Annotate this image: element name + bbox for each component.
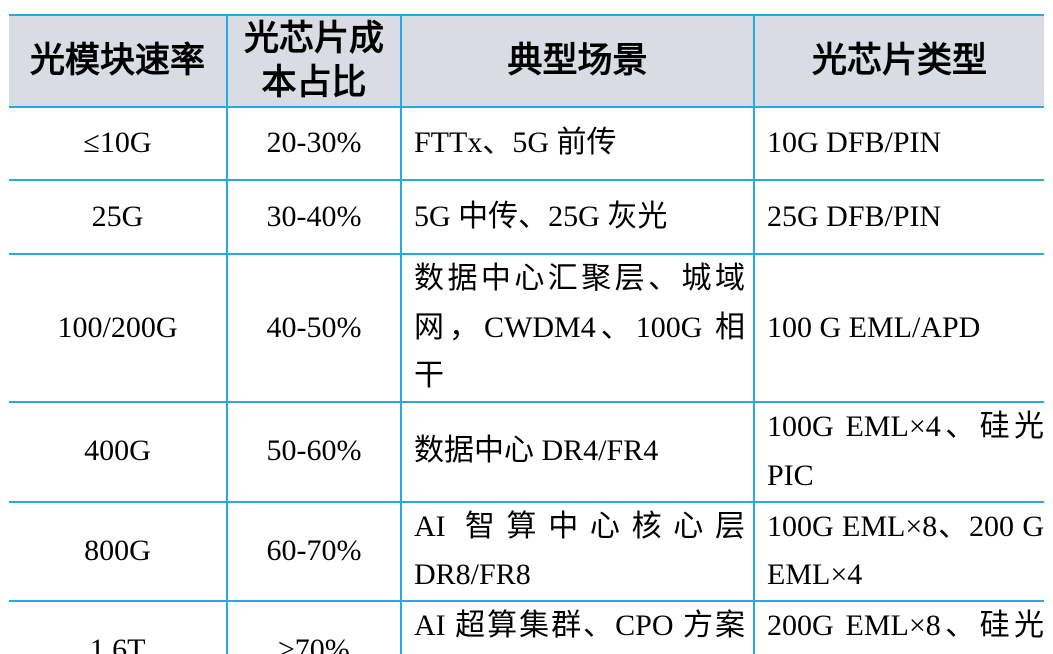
- cell-module-speed: 800G: [9, 500, 227, 602]
- cell-typical-scenario: FTTx、5G 前传: [400, 106, 754, 181]
- cell-chip-cost-share: 50-60%: [226, 400, 401, 503]
- table-row: ≤10G 20-30% FTTx、5G 前传 10G DFB/PIN: [9, 106, 1044, 181]
- col-header-chip-type: 光芯片类型: [753, 14, 1044, 108]
- cell-chip-type: 25G DFB/PIN: [753, 179, 1044, 255]
- cell-typical-scenario: 数据中心汇聚层、城域网，CWDM4、100G 相干: [400, 253, 754, 403]
- optical-module-chip-table: 光模块速率 光芯片成本占比 典型场景 光芯片类型 ≤10G 20-30% FTT…: [9, 14, 1044, 654]
- cell-module-speed: 25G: [9, 179, 227, 255]
- table-row: 800G 60-70% AI 智算中心核心层 DR8/FR8 100G EML×…: [9, 500, 1044, 602]
- cell-typical-scenario: AI 超算集群、CPO 方案光模块: [400, 599, 754, 654]
- cell-chip-type: 100 G EML/APD: [753, 253, 1044, 403]
- cell-chip-cost-share: 40-50%: [226, 253, 401, 403]
- table-row: 100/200G 40-50% 数据中心汇聚层、城域网，CWDM4、100G 相…: [9, 253, 1044, 403]
- col-header-typical-scenario: 典型场景: [400, 14, 754, 108]
- table-row: 1.6T ≥70% AI 超算集群、CPO 方案光模块 200G EML×8、硅…: [9, 599, 1044, 654]
- table-row: 400G 50-60% 数据中心 DR4/FR4 100G EML×4、硅光 P…: [9, 400, 1044, 503]
- cell-typical-scenario: 5G 中传、25G 灰光: [400, 179, 754, 255]
- cell-chip-cost-share: 60-70%: [226, 500, 401, 602]
- col-header-chip-cost-share: 光芯片成本占比: [226, 14, 401, 108]
- cell-module-speed: 400G: [9, 400, 227, 503]
- cell-chip-cost-share: 20-30%: [226, 106, 401, 181]
- cell-chip-type: 100G EML×8、200 G EML×4: [753, 500, 1044, 602]
- col-header-module-speed: 光模块速率: [9, 14, 227, 108]
- cell-chip-cost-share: ≥70%: [226, 599, 401, 654]
- cell-module-speed: 100/200G: [9, 253, 227, 403]
- cell-typical-scenario: AI 智算中心核心层 DR8/FR8: [400, 500, 754, 602]
- cell-chip-type: 200G EML×8、硅光 IQ 调制器: [753, 599, 1044, 654]
- cell-chip-type: 100G EML×4、硅光 PIC: [753, 400, 1044, 503]
- table-header-row: 光模块速率 光芯片成本占比 典型场景 光芯片类型: [9, 14, 1044, 108]
- cell-typical-scenario: 数据中心 DR4/FR4: [400, 400, 754, 503]
- cell-chip-cost-share: 30-40%: [226, 179, 401, 255]
- table-row: 25G 30-40% 5G 中传、25G 灰光 25G DFB/PIN: [9, 179, 1044, 255]
- cell-module-speed: ≤10G: [9, 106, 227, 181]
- cell-chip-type: 10G DFB/PIN: [753, 106, 1044, 181]
- cell-module-speed: 1.6T: [9, 599, 227, 654]
